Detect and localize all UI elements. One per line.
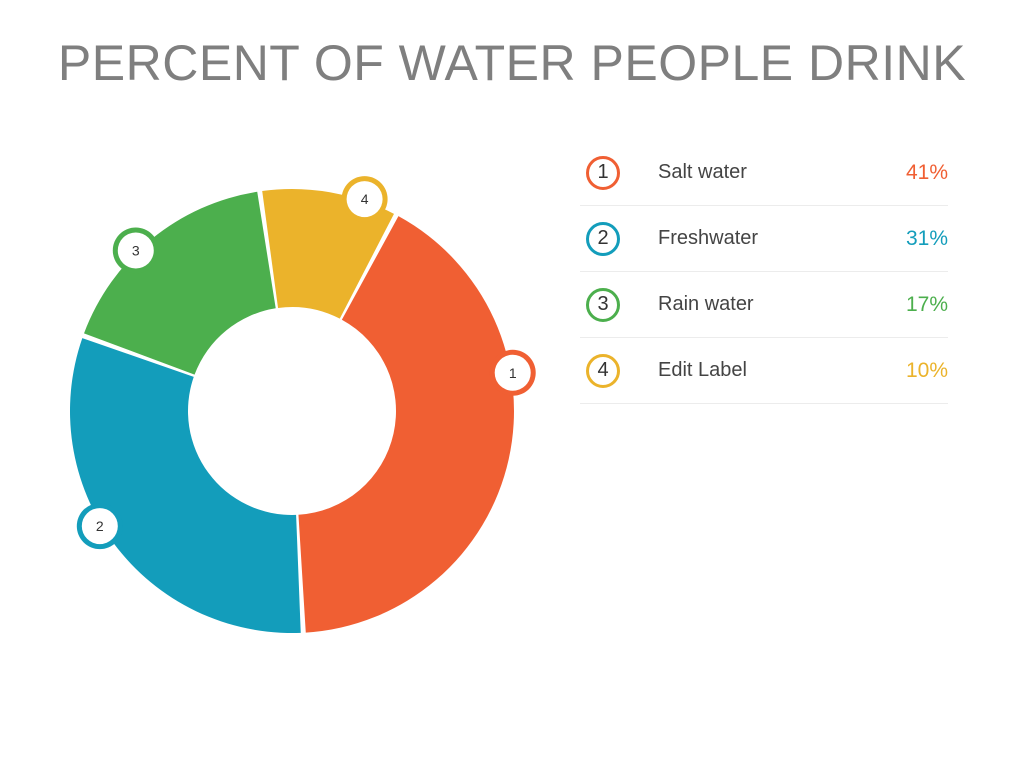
legend-marker: 4 bbox=[586, 353, 620, 388]
chart-legend: 1 Salt water 41% 2 Freshwater 31% 3 Rain water 1… bbox=[580, 140, 948, 404]
slice-marker-number: 4 bbox=[361, 191, 369, 207]
slice-marker-number: 3 bbox=[132, 242, 140, 258]
legend-value: 41% bbox=[905, 160, 948, 184]
legend-value: 17% bbox=[905, 292, 948, 316]
slice-marker-number: 2 bbox=[96, 518, 104, 534]
slice-marker-4: 4 bbox=[341, 176, 388, 223]
page-title: PERCENT OF WATER PEOPLE DRINK bbox=[57, 35, 967, 91]
legend-label: Freshwater bbox=[658, 227, 759, 249]
donut-slice-3 bbox=[84, 191, 276, 375]
donut-slice-1 bbox=[298, 216, 515, 633]
legend-item-2: 2 Freshwater 31% bbox=[580, 206, 948, 272]
legend-marker: 3 bbox=[586, 287, 620, 322]
legend-item-3: 3 Rain water 17% bbox=[580, 272, 948, 338]
slice-marker-face bbox=[117, 232, 154, 269]
legend-item-1: 1 Salt water 41% bbox=[580, 140, 948, 206]
donut-slices bbox=[69, 189, 515, 633]
legend-label: Salt water bbox=[658, 161, 747, 183]
slice-marker-3: 3 bbox=[112, 227, 159, 274]
legend-value: 31% bbox=[905, 226, 948, 250]
legend-marker: 2 bbox=[586, 221, 620, 256]
slice-markers: 1 2 3 4 bbox=[76, 176, 536, 550]
slice-marker-number: 1 bbox=[509, 365, 517, 381]
legend-marker: 1 bbox=[586, 155, 620, 190]
slice-marker-2: 2 bbox=[76, 503, 123, 550]
legend-value: 10% bbox=[905, 358, 948, 382]
slice-marker-1: 1 bbox=[489, 349, 536, 396]
legend-item-4: 4 Edit Label 10% bbox=[580, 338, 948, 404]
slice-marker-face bbox=[81, 508, 118, 545]
donut-slice-2 bbox=[69, 338, 301, 633]
legend-label: Edit Label bbox=[658, 359, 747, 381]
legend-label: Rain water bbox=[658, 293, 754, 315]
slice-marker-face bbox=[346, 181, 383, 218]
slice-marker-face bbox=[494, 354, 531, 391]
